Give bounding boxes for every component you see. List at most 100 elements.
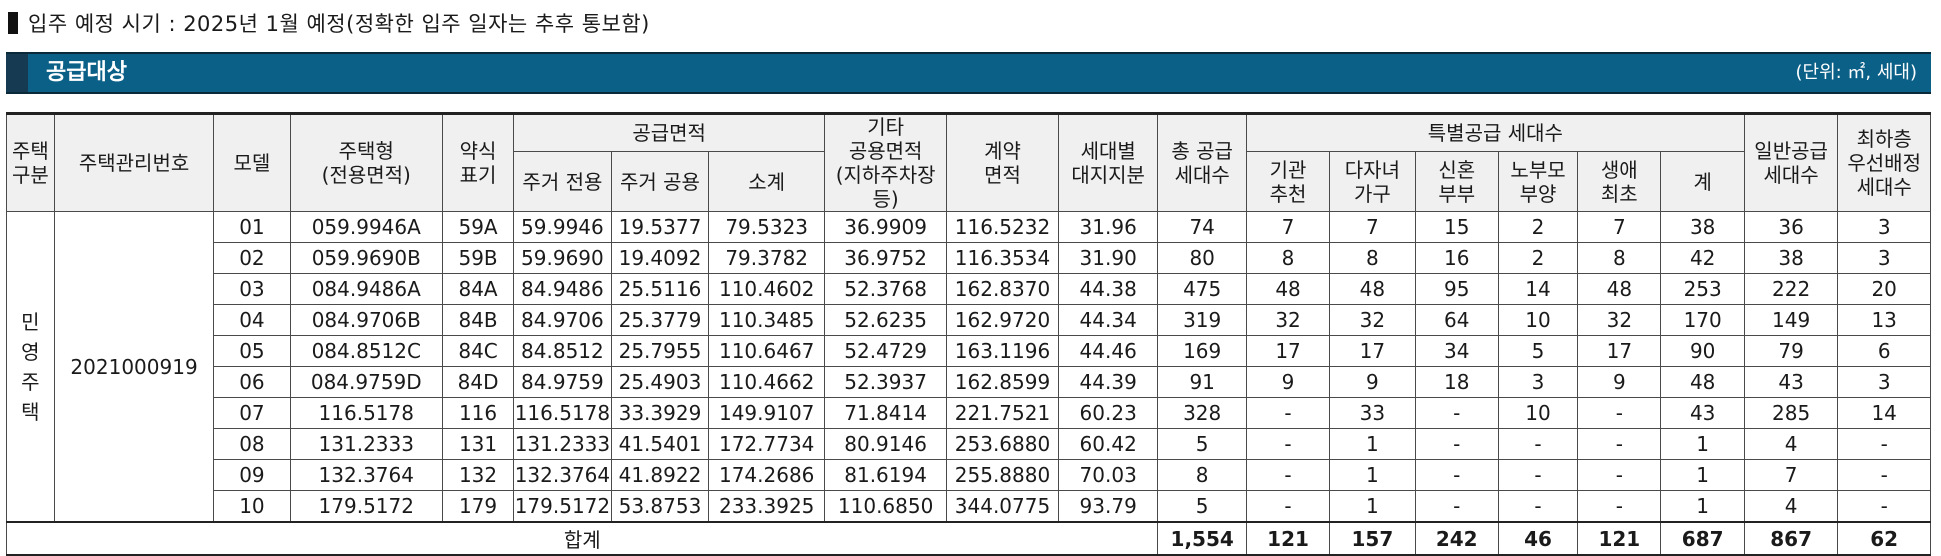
table-cell: 319 bbox=[1157, 304, 1247, 336]
table-cell: 1 bbox=[1329, 428, 1416, 460]
table-cell: 222 bbox=[1743, 273, 1839, 305]
table-cell: 10 bbox=[213, 490, 291, 523]
table-cell: 8 bbox=[1245, 242, 1331, 274]
header-res-common: 주거 공용 bbox=[610, 151, 710, 212]
table-cell: 84A bbox=[441, 273, 515, 305]
table-cell: 14 bbox=[1497, 273, 1579, 305]
table-cell: - bbox=[1414, 490, 1499, 523]
table-cell: 3 bbox=[1837, 242, 1931, 274]
table-cell: 116.5178 bbox=[513, 397, 612, 429]
table-cell: 3 bbox=[1837, 366, 1931, 398]
table-cell: 41.5401 bbox=[610, 428, 710, 460]
header-total-supply: 총 공급 세대수 bbox=[1157, 112, 1247, 212]
header-subtotal: 소계 bbox=[708, 151, 826, 212]
table-cell: 5 bbox=[1157, 490, 1247, 523]
table-cell: 110.4602 bbox=[708, 273, 826, 305]
total-cell: 121 bbox=[1577, 521, 1662, 556]
table-cell: 149.9107 bbox=[708, 397, 826, 429]
table-cell: 255.8880 bbox=[946, 459, 1059, 491]
table-row: 09 132.3764 132 132.3764 41.8922 174.2686 81.6… bbox=[7, 459, 1931, 491]
table-cell: 20 bbox=[1837, 273, 1931, 305]
table-body: 민 영 주 택 2021000919 01 059.9946A 59A 59.9946 19.53… bbox=[5, 211, 1931, 556]
total-cell: 46 bbox=[1497, 521, 1579, 556]
table-cell: 41.8922 bbox=[610, 459, 710, 491]
table-cell: - bbox=[1837, 490, 1931, 523]
table-cell: 42 bbox=[1660, 242, 1745, 274]
header-sp-multi: 다자녀 가구 bbox=[1329, 151, 1416, 212]
table-cell: 328 bbox=[1157, 397, 1247, 429]
table-cell: 1 bbox=[1329, 459, 1416, 491]
table-cell: 95 bbox=[1414, 273, 1499, 305]
table-cell: 162.8599 bbox=[946, 366, 1059, 398]
table-cell: 169 bbox=[1157, 335, 1247, 367]
table-cell: 162.9720 bbox=[946, 304, 1059, 336]
section-accent bbox=[6, 54, 28, 92]
header-res-exclusive: 주거 전용 bbox=[513, 151, 612, 212]
table-cell: - bbox=[1245, 490, 1331, 523]
table-row: 04 084.9706B 84B 84.9706 25.3779 110.3485 52.6… bbox=[7, 304, 1931, 336]
total-cell: 867 bbox=[1743, 521, 1839, 556]
header-mgmt-no: 주택관리번호 bbox=[53, 112, 215, 212]
total-cell: 62 bbox=[1837, 521, 1931, 556]
table-cell: 60.23 bbox=[1057, 397, 1159, 429]
table-cell: 475 bbox=[1157, 273, 1247, 305]
table-cell: 01 bbox=[213, 211, 291, 243]
table-cell: 16 bbox=[1414, 242, 1499, 274]
table-cell: 110.3485 bbox=[708, 304, 826, 336]
table-cell: 93.79 bbox=[1057, 490, 1159, 523]
table-cell: 1 bbox=[1660, 459, 1745, 491]
table-row: 05 084.8512C 84C 84.8512 25.7955 110.6467 52.4… bbox=[7, 335, 1931, 367]
table-cell: 25.7955 bbox=[610, 335, 710, 367]
table-cell: 221.7521 bbox=[946, 397, 1059, 429]
table-cell: - bbox=[1577, 490, 1662, 523]
table-cell: 059.9690B bbox=[289, 242, 443, 274]
table-cell: 18 bbox=[1414, 366, 1499, 398]
header-sp-first: 생애 최초 bbox=[1577, 151, 1662, 212]
table-cell: 70.03 bbox=[1057, 459, 1159, 491]
table-cell: 03 bbox=[213, 273, 291, 305]
header-lowest-floor: 최하층 우선배정 세대수 bbox=[1837, 112, 1931, 212]
table-cell: 32 bbox=[1329, 304, 1416, 336]
table-cell: - bbox=[1837, 459, 1931, 491]
table-cell: - bbox=[1497, 428, 1579, 460]
table-cell: 52.4729 bbox=[824, 335, 948, 367]
table-cell: 44.38 bbox=[1057, 273, 1159, 305]
table-cell: 59B bbox=[441, 242, 515, 274]
table-cell: 5 bbox=[1157, 428, 1247, 460]
header-land-share: 세대별 대지지분 bbox=[1057, 112, 1159, 212]
table-cell: 34 bbox=[1414, 335, 1499, 367]
table-cell: 13 bbox=[1837, 304, 1931, 336]
table-cell: 25.5116 bbox=[610, 273, 710, 305]
table-cell: 59A bbox=[441, 211, 515, 243]
table-cell: 07 bbox=[213, 397, 291, 429]
table-cell: 44.46 bbox=[1057, 335, 1159, 367]
total-cell: 121 bbox=[1245, 521, 1331, 556]
table-cell: - bbox=[1577, 428, 1662, 460]
table-cell: 162.8370 bbox=[946, 273, 1059, 305]
table-cell: 132 bbox=[441, 459, 515, 491]
table-cell: 84.9706 bbox=[513, 304, 612, 336]
header-sp-sum: 계 bbox=[1660, 151, 1745, 212]
table-cell: 084.9759D bbox=[289, 366, 443, 398]
table-cell: 59.9690 bbox=[513, 242, 612, 274]
table-cell: - bbox=[1414, 397, 1499, 429]
table-cell: 110.6467 bbox=[708, 335, 826, 367]
header-house-type: 주택형 (전용면적) bbox=[289, 112, 443, 212]
table-cell: 90 bbox=[1660, 335, 1745, 367]
table-cell: 25.4903 bbox=[610, 366, 710, 398]
table-cell: 084.9706B bbox=[289, 304, 443, 336]
table-cell: 253 bbox=[1660, 273, 1745, 305]
table-cell: 170 bbox=[1660, 304, 1745, 336]
table-cell: 110.4662 bbox=[708, 366, 826, 398]
table-cell: 84.9759 bbox=[513, 366, 612, 398]
table-cell: 53.8753 bbox=[610, 490, 710, 523]
table-cell: 7 bbox=[1329, 211, 1416, 243]
table-row: 10 179.5172 179 179.5172 53.8753 233.3925 110.… bbox=[7, 490, 1931, 523]
table-cell: 44.39 bbox=[1057, 366, 1159, 398]
table-cell: 17 bbox=[1245, 335, 1331, 367]
table-cell: 344.0775 bbox=[946, 490, 1059, 523]
total-label: 합계 bbox=[5, 521, 1159, 556]
table-cell: 233.3925 bbox=[708, 490, 826, 523]
table-cell: 02 bbox=[213, 242, 291, 274]
